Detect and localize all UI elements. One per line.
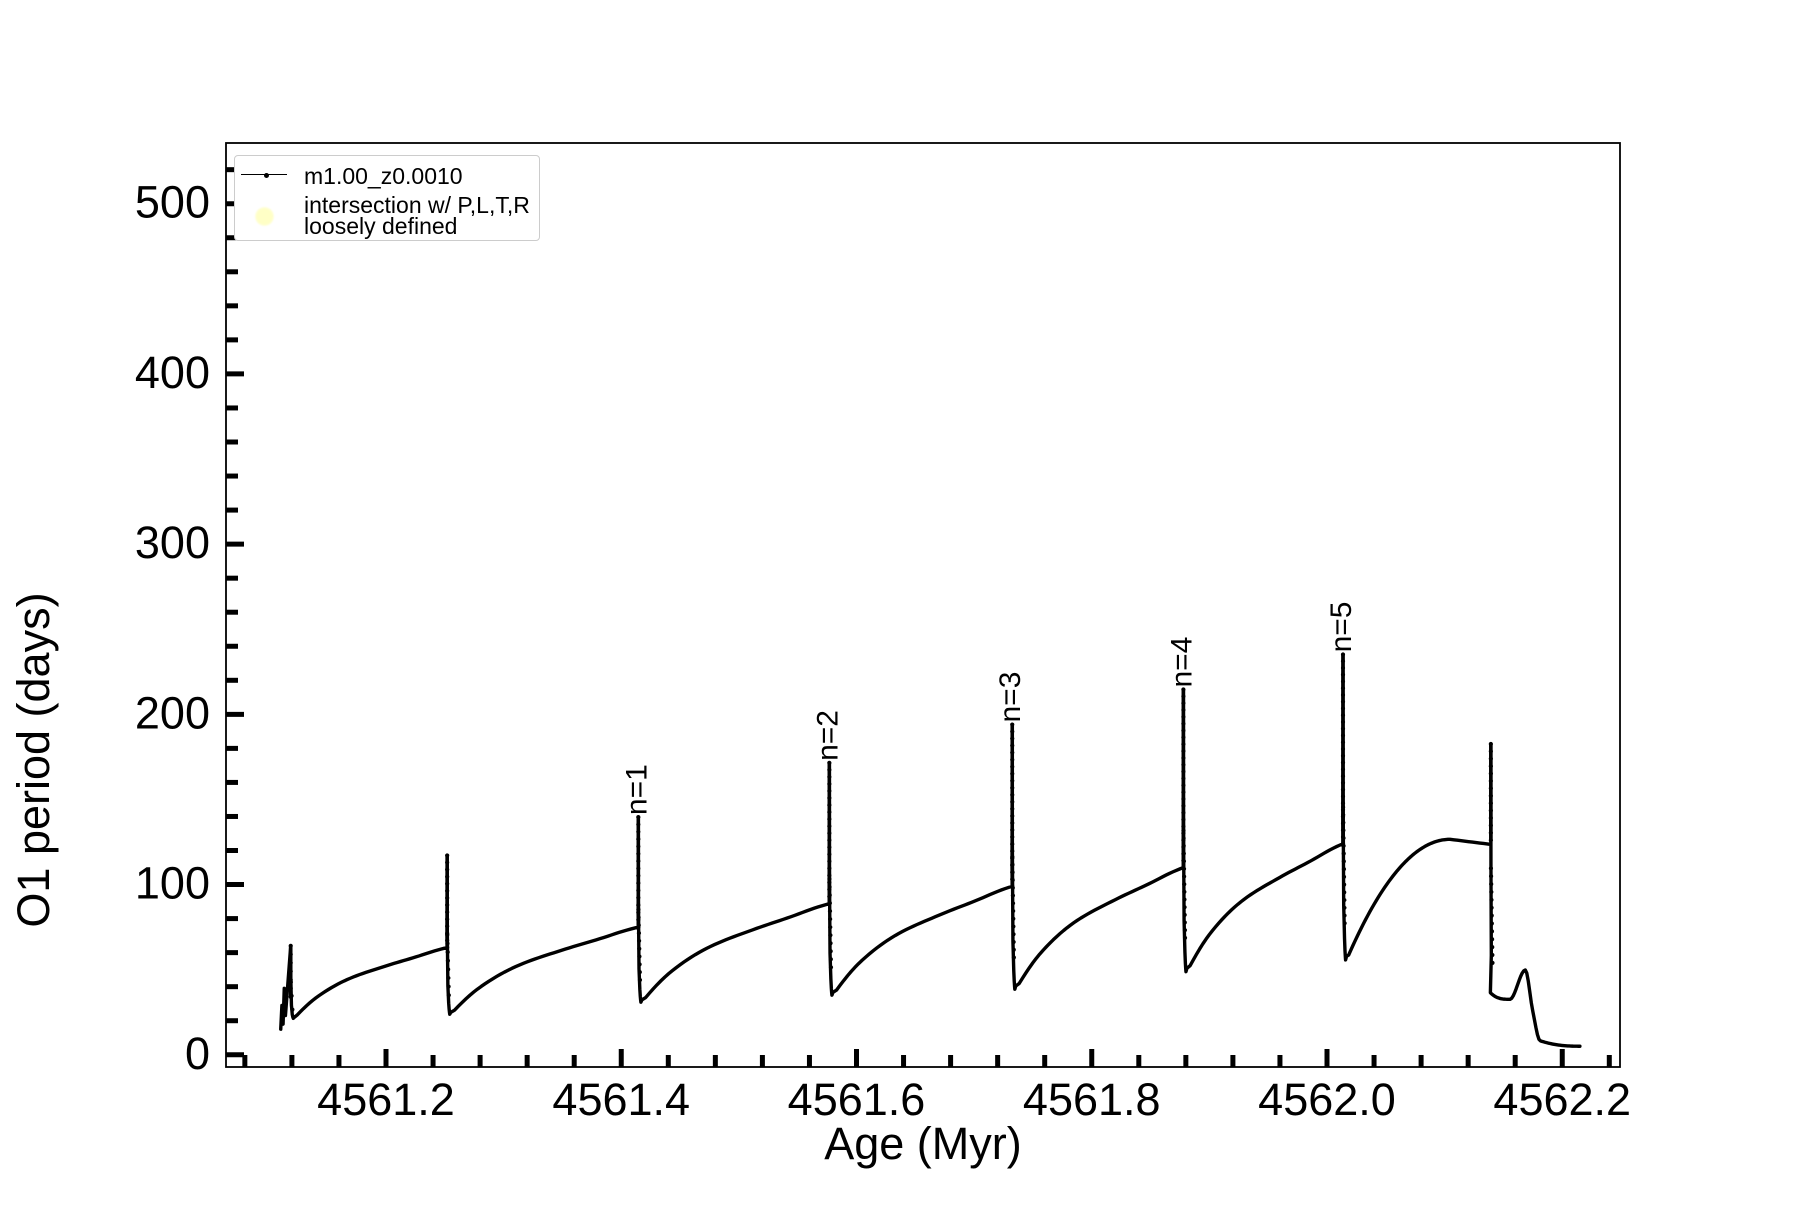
- svg-text:400: 400: [135, 347, 210, 398]
- svg-text:0: 0: [185, 1028, 210, 1079]
- svg-text:n=1: n=1: [620, 764, 653, 815]
- svg-text:n=2: n=2: [811, 710, 844, 761]
- svg-text:500: 500: [135, 177, 210, 228]
- svg-text:200: 200: [135, 687, 210, 738]
- svg-text:300: 300: [135, 517, 210, 568]
- svg-text:n=3: n=3: [994, 672, 1027, 723]
- svg-text:n=4: n=4: [1165, 637, 1198, 688]
- svg-text:n=5: n=5: [1325, 602, 1358, 653]
- svg-text:100: 100: [135, 858, 210, 909]
